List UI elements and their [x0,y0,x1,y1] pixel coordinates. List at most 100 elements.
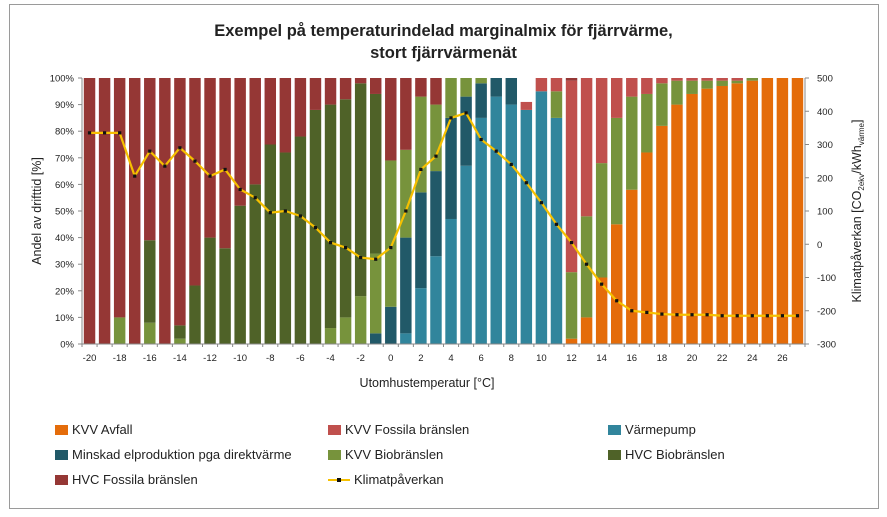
bar-segment [370,333,382,344]
line-point [735,314,739,318]
bar-segment [626,96,638,190]
bar-segment [385,160,397,307]
x-tick-label: -16 [143,353,157,364]
x-tick-label: 14 [596,353,607,364]
axes-layer: 0%10%20%30%40%50%60%70%80%90%100%-300-20… [50,74,836,365]
line-point [283,209,287,213]
x-tick-label: -4 [326,353,334,364]
bar-segment [791,78,804,344]
line-point [253,196,257,200]
bar-segment [701,78,713,81]
x-tick-label: 4 [448,353,453,364]
left-tick-label: 60% [55,180,75,191]
bar-segment [400,333,412,344]
bar-segment [595,277,608,344]
bar-segment [264,78,277,145]
right-axis-label-sub2: värme [857,122,866,145]
bar-segment [445,218,457,344]
line-point [524,181,528,185]
line-point [795,314,800,318]
bar-segment [641,152,653,344]
x-tick-label: -6 [296,353,304,364]
bar-segment [294,78,307,137]
bar-segment [535,78,548,92]
left-tick-label: 80% [55,127,75,138]
line-point [118,131,122,135]
line-point [148,149,152,153]
line-point [133,174,137,178]
x-tick-label: 24 [747,353,758,364]
line-point [359,255,363,260]
line-point [208,174,212,178]
line-point [313,226,318,230]
line-point [87,131,92,135]
bar-segment [716,85,728,344]
line-point [434,154,438,158]
bar-segment [415,288,427,344]
bar-segment [505,104,518,344]
right-tick-label: 100 [817,207,833,218]
bar-segment [656,125,668,344]
bar-segment [611,224,623,344]
line-point [449,116,453,120]
line-point [419,167,423,172]
line-point [163,164,167,168]
bar-segment [460,78,472,97]
bar-segment [83,78,96,344]
bar-segment [565,338,578,344]
right-axis-label-sub1: 2ekv [857,174,866,191]
x-axis-label: Utomhustemperatur [°C] [360,376,495,390]
line-point [193,159,197,163]
line-point [178,146,182,150]
bar-segment [445,78,457,118]
line-point [328,240,333,245]
bar-layer [83,78,804,345]
line-point [389,245,393,250]
chart-title-line-2: stort fjärrvärmenät [370,44,517,62]
bar-segment [234,205,246,344]
klimatpaverkan-line [89,111,798,317]
bar-segment [279,152,292,344]
line-point [464,111,468,115]
line-point [539,201,544,205]
line-point [374,257,378,261]
x-tick-label: 0 [388,353,393,364]
left-tick-label: 0% [60,340,74,351]
right-tick-label: -200 [817,306,836,317]
bar-segment [339,78,352,100]
bar-segment [234,78,246,206]
bar-segment [400,78,412,150]
x-tick-label: 16 [626,353,637,364]
left-tick-label: 10% [55,313,75,324]
bar-segment [746,80,759,344]
bar-segment [339,317,352,344]
bar-segment [370,93,382,254]
bar-segment [580,78,593,217]
x-tick-label: 10 [536,353,547,364]
right-tick-label: -300 [817,340,836,351]
bar-segment [595,78,608,164]
x-tick-label: 8 [509,353,514,364]
line-point [750,314,754,318]
bar-segment [746,78,759,81]
bar-segment [400,149,412,238]
line-point [630,309,634,313]
bar-segment [354,78,367,84]
right-tick-label: 500 [817,74,833,85]
bar-segment [174,325,186,339]
bar-segment [415,78,427,97]
bar-segment [174,78,186,326]
bar-segment [656,78,668,84]
bar-segment [294,136,307,344]
bar-segment [385,78,397,161]
line-point [238,187,242,191]
x-tick-label: 6 [479,353,484,364]
left-tick-label: 20% [55,286,75,297]
bar-segment [249,184,261,344]
right-tick-label: 200 [817,173,833,184]
line-point [675,313,679,317]
x-tick-label: -8 [266,353,274,364]
right-tick-label: 400 [817,107,833,118]
bar-segment [520,109,533,344]
bar-segment [626,189,638,344]
